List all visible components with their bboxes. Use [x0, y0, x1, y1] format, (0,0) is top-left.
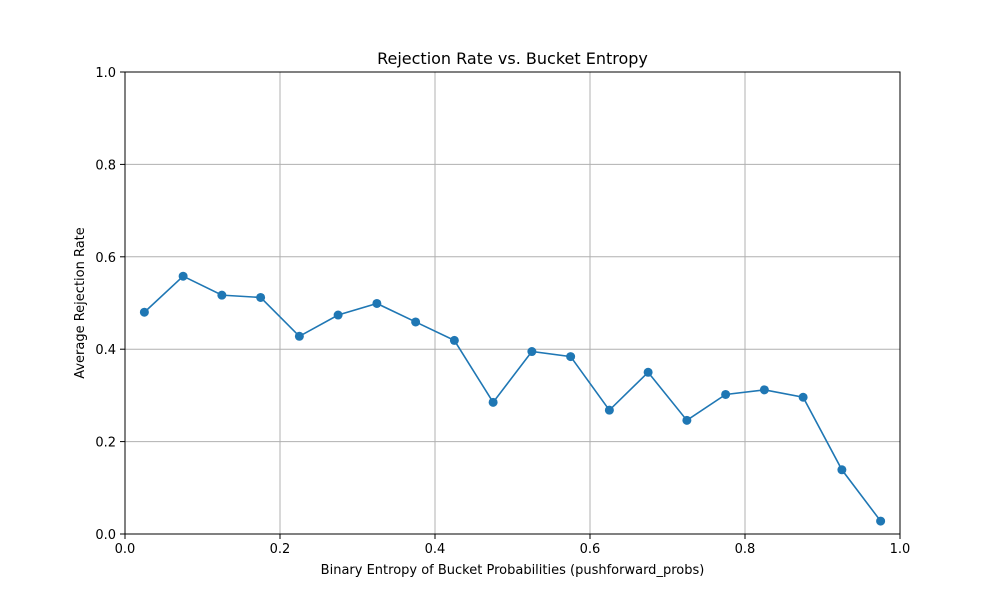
data-point	[372, 298, 382, 308]
data-point	[139, 307, 149, 317]
chart-title: Rejection Rate vs. Bucket Entropy	[377, 49, 648, 68]
y-tick-label: 0.4	[95, 343, 116, 358]
ticks-layer: 0.0 0.2 0.4 0.6 0.8 1.0 0.0 0.2 0.4 0.6 0.8 1.0	[95, 66, 910, 557]
data-point	[798, 392, 808, 402]
data-point	[527, 347, 537, 357]
data-point	[217, 290, 227, 300]
x-tick-label: 0.4	[425, 542, 446, 557]
data-point	[488, 397, 498, 407]
y-tick-label: 1.0	[95, 66, 116, 81]
data-point	[566, 352, 576, 362]
data-point	[256, 292, 266, 302]
x-tick-label: 1.0	[890, 542, 911, 557]
y-tick-label: 0.8	[95, 158, 116, 173]
data-point	[876, 516, 886, 526]
x-tick-label: 0.6	[580, 542, 601, 557]
x-axis-label: Binary Entropy of Bucket Probabilities (…	[321, 563, 705, 578]
data-point	[837, 465, 847, 475]
data-point	[604, 405, 614, 415]
data-point	[721, 389, 731, 399]
data-point	[294, 331, 304, 341]
y-tick-label: 0.6	[95, 251, 116, 266]
y-tick-label: 0.2	[95, 436, 116, 451]
data-point	[449, 335, 459, 345]
plot-frame	[124, 71, 901, 535]
series-line	[143, 275, 882, 522]
data-point	[682, 415, 692, 425]
data-point	[333, 310, 343, 320]
series-layer	[139, 271, 886, 526]
x-tick-label: 0.0	[115, 542, 136, 557]
data-point	[643, 367, 653, 377]
x-tick-label: 0.8	[735, 542, 756, 557]
data-point	[759, 385, 769, 395]
y-axis-label: Average Rejection Rate	[73, 227, 88, 379]
y-tick-label: 0.0	[95, 528, 116, 543]
x-tick-label: 0.2	[270, 542, 291, 557]
data-point	[411, 317, 421, 327]
data-point	[178, 271, 188, 281]
